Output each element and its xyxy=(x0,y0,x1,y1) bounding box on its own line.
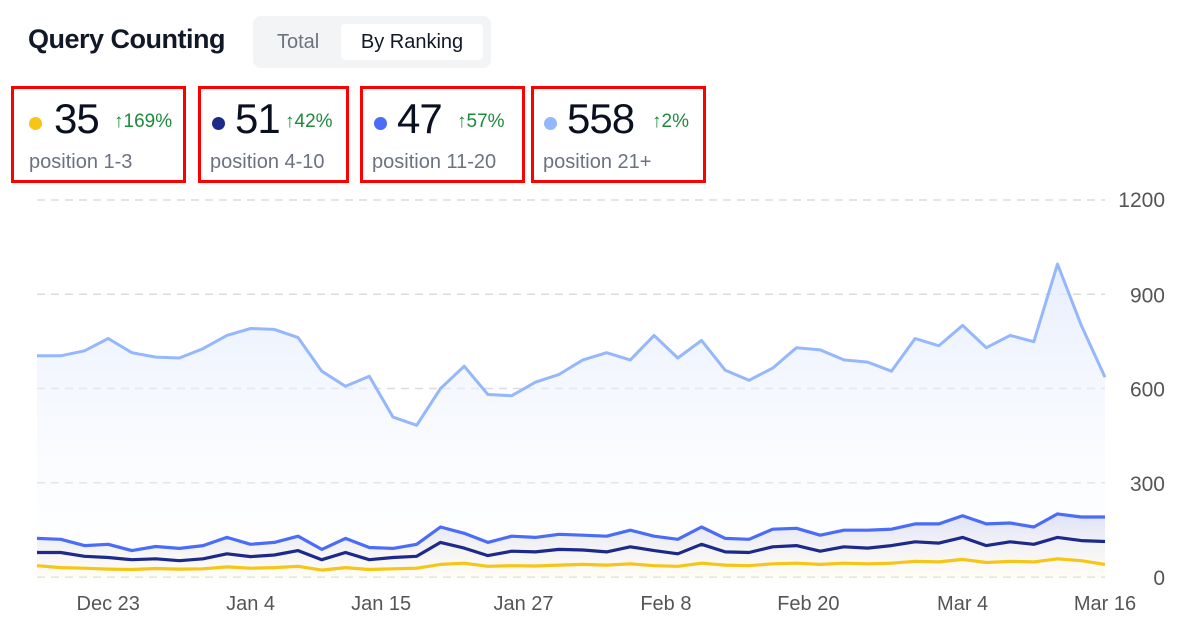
x-tick-label: Jan 15 xyxy=(351,593,411,615)
legend-dot-icon xyxy=(374,117,387,130)
legend-dot-icon xyxy=(544,117,557,130)
stat-value: 35 xyxy=(54,95,100,142)
tab-by-ranking[interactable]: By Ranking xyxy=(341,24,483,60)
y-tick-label: 600 xyxy=(1130,379,1165,402)
stat-change: ↑2% xyxy=(652,111,689,132)
stat-value: 51 xyxy=(235,95,281,142)
series-area-1 xyxy=(37,513,1105,577)
stat-label: position 4-10 xyxy=(210,151,325,173)
stat-change: ↑57% xyxy=(457,111,505,132)
y-tick-label: 300 xyxy=(1130,473,1165,496)
x-tick-label: Feb 20 xyxy=(777,593,839,615)
legend-dot-icon xyxy=(212,117,225,130)
stat-value: 47 xyxy=(397,95,443,142)
y-tick-label: 1200 xyxy=(1118,189,1165,212)
page-title: Query Counting xyxy=(28,24,226,54)
stat-label: position 11-20 xyxy=(372,151,497,173)
tab-total[interactable]: Total xyxy=(277,31,320,53)
x-tick-label: Jan 4 xyxy=(226,593,275,615)
y-tick-label: 0 xyxy=(1153,567,1165,590)
series-line-position-4-10 xyxy=(37,535,1106,563)
x-tick-label: Mar 16 xyxy=(1074,593,1136,615)
stat-value: 558 xyxy=(567,95,635,142)
stat-label: position 1-3 xyxy=(29,151,133,173)
x-tick-label: Dec 23 xyxy=(77,593,140,615)
stat-label: position 21+ xyxy=(543,151,652,173)
series-line-position-1-3 xyxy=(36,557,1106,572)
y-tick-label: 900 xyxy=(1130,284,1165,307)
series-line-position-21- xyxy=(37,262,1107,427)
x-tick-label: Mar 4 xyxy=(937,593,988,615)
series-line-position-11-20 xyxy=(36,512,1105,553)
stat-change: ↑169% xyxy=(114,111,173,132)
legend-dot-icon xyxy=(29,117,42,130)
view-toggle: Total By Ranking xyxy=(253,16,491,68)
x-tick-label: Feb 8 xyxy=(640,593,691,615)
stat-card-position-11-20[interactable]: 47 ↑57% position 11-20 xyxy=(360,86,525,183)
series-area-0 xyxy=(37,264,1105,577)
stat-card-position-1-3[interactable]: 35 ↑169% position 1-3 xyxy=(11,86,186,183)
x-tick-label: Jan 27 xyxy=(494,593,554,615)
stat-card-position-21-plus[interactable]: 558 ↑2% position 21+ xyxy=(531,86,706,183)
stat-change: ↑42% xyxy=(285,111,333,132)
stat-card-position-4-10[interactable]: 51 ↑42% position 4-10 xyxy=(198,86,349,183)
